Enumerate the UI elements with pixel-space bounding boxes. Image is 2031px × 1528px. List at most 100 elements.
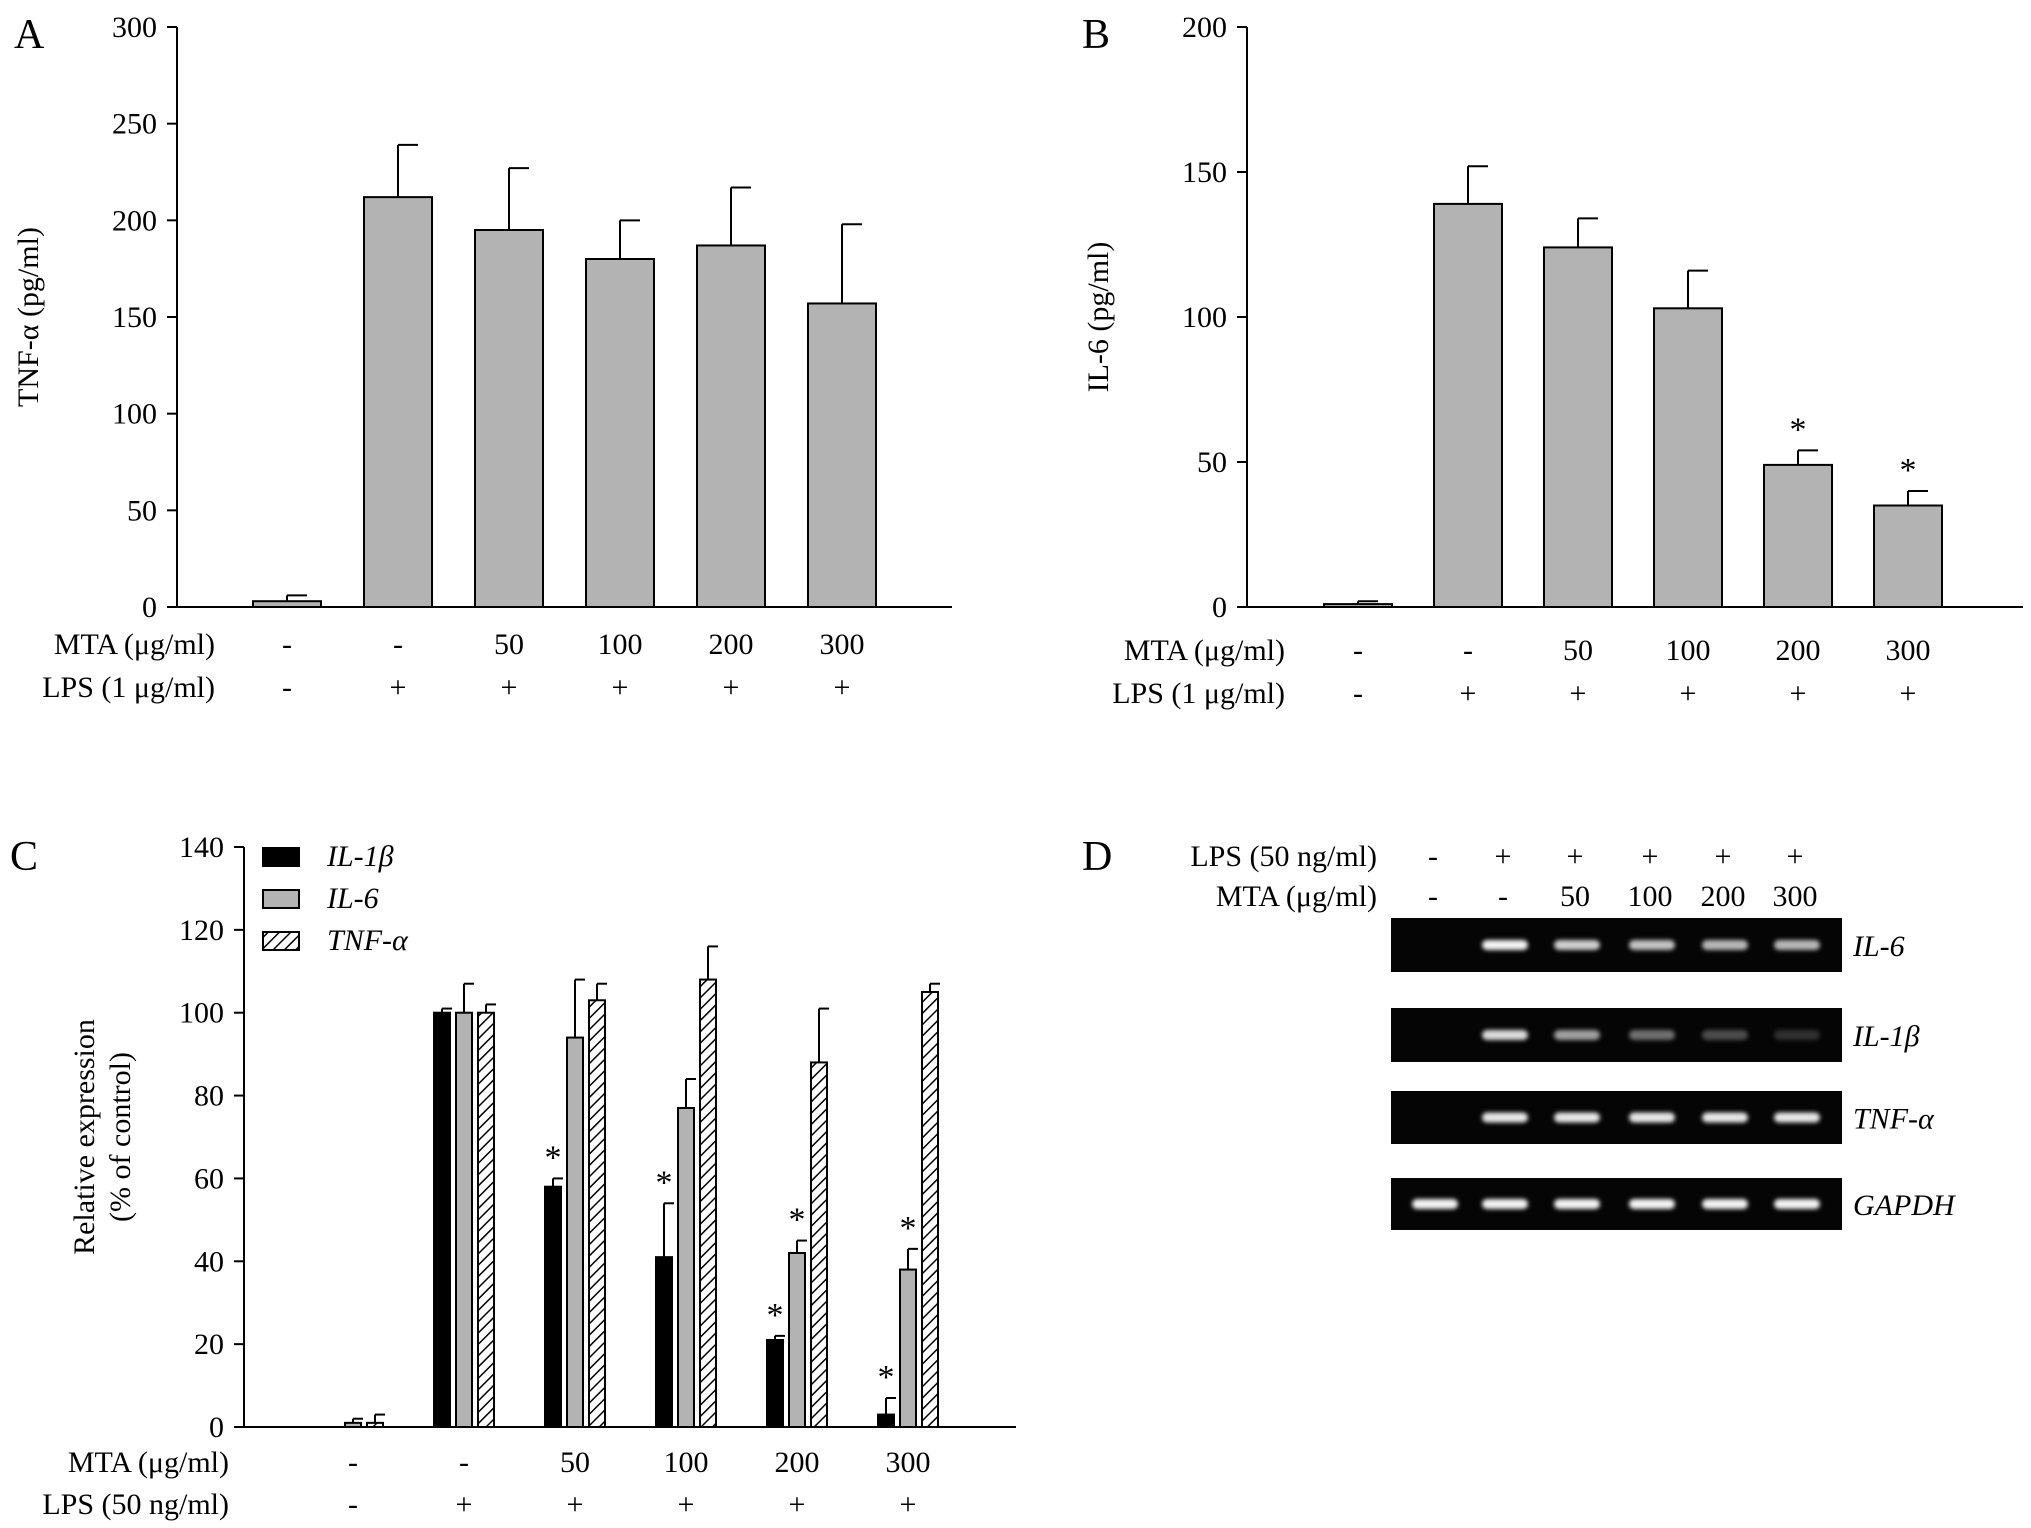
gel-band (1482, 1030, 1528, 1040)
significance-asterisk: * (878, 1359, 895, 1396)
y-tick-label: 0 (1212, 591, 1227, 624)
condition-value: - (282, 628, 292, 661)
gel-band (1554, 1199, 1600, 1209)
y-tick-label: 40 (194, 1245, 224, 1278)
y-tick-label: 200 (112, 204, 157, 237)
gel-strip (1391, 918, 1842, 972)
bar (696, 244, 766, 608)
legend-label: TNF-α (327, 924, 409, 957)
y-tick-label: 100 (112, 398, 157, 431)
panel-c-chart: 0 20 40 60 80 100 120 140 Relative expression (% … (42, 831, 1016, 1521)
bar (1543, 246, 1613, 608)
condition-value: - (348, 1488, 358, 1521)
legend-swatch (262, 889, 300, 909)
bar (1873, 504, 1943, 608)
condition-value: + (612, 671, 629, 704)
gel-strip (1391, 1178, 1842, 1230)
y-tick-label: 150 (112, 301, 157, 334)
condition-label: MTA (μg/ml) (1124, 634, 1285, 667)
bar (566, 1036, 584, 1428)
gel-band (1482, 1199, 1528, 1209)
y-tick-label: 50 (1197, 446, 1227, 479)
condition-value: - (393, 628, 403, 661)
gene-label: GAPDH (1853, 1189, 1957, 1222)
y-tick-label: 300 (112, 11, 157, 44)
condition-value: + (1567, 840, 1584, 873)
bar (1323, 603, 1393, 608)
condition-value: + (1787, 840, 1804, 873)
bar (544, 1185, 562, 1428)
condition-value: 50 (1563, 634, 1593, 667)
y-tick-label: 0 (142, 591, 157, 624)
bar (1763, 463, 1833, 608)
y-tick-label: 120 (179, 914, 224, 947)
condition-value: + (678, 1488, 695, 1521)
condition-value: + (1460, 677, 1477, 710)
gel-band (1629, 1199, 1675, 1209)
condition-label: MTA (μg/ml) (54, 628, 215, 661)
significance-asterisk: * (767, 1297, 784, 1334)
bar (474, 229, 544, 608)
gel-band (1774, 1199, 1820, 1209)
condition-label: MTA (μg/ml) (1216, 880, 1377, 913)
condition-value: + (1900, 677, 1917, 710)
y-axis-label: (% of control) (104, 1052, 137, 1222)
bar (252, 600, 322, 609)
y-tick-label: 100 (1182, 301, 1227, 334)
condition-value: + (456, 1488, 473, 1521)
bar (585, 258, 655, 608)
y-tick-label: 0 (209, 1411, 224, 1444)
significance-asterisk: * (1900, 452, 1917, 489)
y-tick-label: 200 (1182, 11, 1227, 44)
condition-value: + (501, 671, 518, 704)
condition-value: 200 (1701, 880, 1746, 913)
condition-value: - (1428, 840, 1438, 873)
bar (433, 1011, 451, 1428)
y-axis-label: Relative expression (68, 1019, 101, 1255)
y-tick-label: 60 (194, 1162, 224, 1195)
condition-value: 200 (775, 1446, 820, 1479)
condition-value: 300 (1886, 634, 1931, 667)
gel-strip (1391, 1091, 1842, 1144)
y-tick-label: 250 (112, 108, 157, 141)
y-tick-label: 100 (179, 997, 224, 1030)
panel-letter-c: C (10, 834, 38, 880)
condition-value: + (1495, 840, 1512, 873)
gel-band (1554, 1030, 1600, 1040)
y-tick-label: 80 (194, 1080, 224, 1113)
bar (455, 1011, 473, 1428)
gel-band (1702, 1112, 1748, 1123)
gel-band (1554, 1112, 1600, 1123)
y-tick-label: 150 (1182, 156, 1227, 189)
condition-value: + (390, 671, 407, 704)
condition-value: + (1790, 677, 1807, 710)
legend-label: IL-1β (326, 840, 394, 873)
gene-label: TNF-α (1853, 1103, 1935, 1136)
panel-b-chart: 0 50 100 150 200 IL-6 (pg/ml) * * MTA (μg/ml) - - 5… (1082, 11, 2023, 710)
legend-swatch (262, 931, 300, 951)
panel-letter-d: D (1082, 834, 1112, 880)
condition-value: - (1428, 880, 1438, 913)
gel-band (1554, 940, 1600, 950)
gel-band (1774, 940, 1820, 950)
condition-label: LPS (1 μg/ml) (42, 671, 215, 704)
condition-value: 50 (1560, 880, 1590, 913)
significance-asterisk: * (545, 1139, 562, 1176)
gel-band (1702, 940, 1748, 950)
gel-band (1774, 1112, 1820, 1123)
condition-value: - (348, 1446, 358, 1479)
significance-asterisk: * (900, 1210, 917, 1247)
bar (807, 302, 877, 608)
gene-label: IL-1β (1852, 1020, 1920, 1053)
gel-band (1482, 1112, 1528, 1123)
condition-label: MTA (μg/ml) (68, 1446, 229, 1479)
bar (921, 991, 939, 1428)
condition-value: 300 (886, 1446, 931, 1479)
significance-asterisk: * (789, 1202, 806, 1239)
bar (877, 1413, 895, 1428)
condition-value: 300 (820, 628, 865, 661)
y-tick-label: 140 (179, 831, 224, 864)
panel-letter-b: B (1082, 12, 1110, 58)
condition-value: 100 (1628, 880, 1673, 913)
bar (363, 196, 433, 608)
